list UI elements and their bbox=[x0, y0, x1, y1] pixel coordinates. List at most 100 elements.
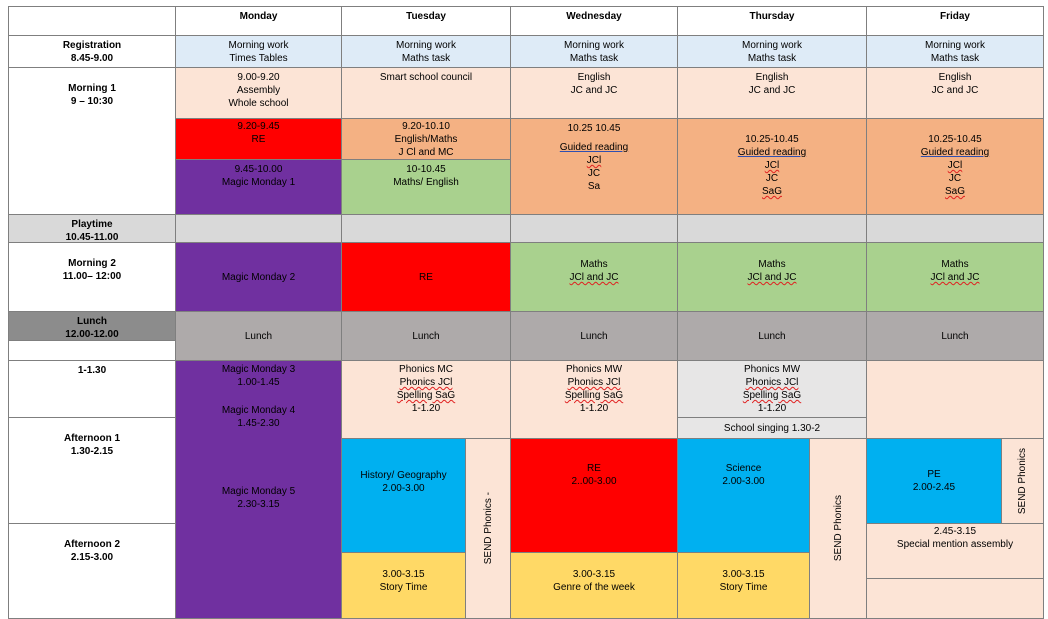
friday-send-phonics: SEND Phonics bbox=[1001, 438, 1044, 524]
friday-final-blank bbox=[866, 578, 1044, 619]
cell-line: 1.00-1.45 bbox=[237, 377, 280, 388]
cell-line: 2.30-3.15 bbox=[237, 499, 280, 510]
cell-line: Phonics JCl bbox=[745, 377, 799, 388]
cell-line: School singing 1.30-2 bbox=[723, 422, 821, 434]
cell-line: SaG bbox=[944, 186, 965, 197]
cell-line: Whole school bbox=[228, 98, 289, 109]
cell-line: JCl bbox=[947, 160, 963, 171]
time-spacer bbox=[8, 340, 176, 361]
cell-line: Maths bbox=[758, 259, 786, 270]
playtime-tuesday bbox=[341, 214, 511, 243]
cell-line: English bbox=[755, 72, 789, 83]
cell-line: JC and JC bbox=[748, 85, 796, 96]
time-afternoon2: Afternoon 2 2.15-3.00 bbox=[8, 523, 176, 619]
cell-line: JC bbox=[765, 173, 779, 184]
day-label: Tuesday bbox=[406, 11, 446, 22]
cell-line: RE bbox=[587, 463, 601, 474]
time-range: 9 – 10:30 bbox=[70, 96, 114, 107]
day-header-thursday: Thursday bbox=[677, 6, 867, 36]
cell-line: SEND Phonics bbox=[1017, 447, 1028, 515]
cell-line: 1-1.20 bbox=[579, 403, 609, 414]
thursday-school-singing: School singing 1.30-2 bbox=[677, 417, 867, 439]
tuesday-history-geography: History/ Geography 2.00-3.00 bbox=[341, 438, 466, 553]
cell-line: English bbox=[577, 72, 611, 83]
cell-line: RE bbox=[251, 134, 266, 145]
cell-line: JCl and JC bbox=[569, 272, 619, 283]
wednesday-maths: Maths JCl and JC bbox=[510, 242, 678, 312]
friday-pe: PE 2.00-2.45 bbox=[866, 438, 1002, 524]
wednesday-phonics: Phonics MW Phonics JCl Spelling SaG 1-1.… bbox=[510, 360, 678, 439]
cell-line: Spelling SaG bbox=[564, 390, 624, 401]
lunch-tuesday: Lunch bbox=[341, 311, 511, 361]
cell-line: Morning work bbox=[924, 40, 986, 51]
cell-line: Phonics JCl bbox=[399, 377, 453, 388]
cell-line: Phonics MW bbox=[565, 364, 623, 375]
tuesday-school-council: Smart school council bbox=[341, 67, 511, 119]
cell-line: 2.45-3.15 bbox=[933, 526, 977, 537]
cell-line: Special mention assembly bbox=[896, 539, 1014, 550]
monday-magic-2: Magic Monday 2 bbox=[175, 242, 342, 312]
cell-line: Maths task bbox=[930, 53, 980, 64]
cell-line: Magic Monday 1 bbox=[221, 177, 296, 188]
playtime-monday bbox=[175, 214, 342, 243]
lunch-wednesday: Lunch bbox=[510, 311, 678, 361]
cell-line: Maths task bbox=[747, 53, 797, 64]
cell-line: Maths bbox=[941, 259, 969, 270]
time-lunch: Lunch 12.00-12.00 bbox=[8, 311, 176, 341]
playtime-wednesday bbox=[510, 214, 678, 243]
cell-line: 9.20-9.45 bbox=[237, 121, 280, 132]
time-label: Registration bbox=[62, 40, 122, 51]
cell-line: Story Time bbox=[719, 582, 768, 593]
time-range: 10.45-11.00 bbox=[65, 232, 119, 243]
cell-line: Genre of the week bbox=[553, 582, 635, 593]
cell-line: 10.25-10.45 bbox=[928, 134, 982, 145]
thursday-maths: Maths JCl and JC bbox=[677, 242, 867, 312]
monday-magic-1: 9.45-10.00 Magic Monday 1 bbox=[175, 159, 342, 215]
time-label: Lunch bbox=[77, 316, 107, 327]
cell-line: JC bbox=[948, 173, 962, 184]
cell-line: Spelling SaG bbox=[396, 390, 456, 401]
lunch-friday: Lunch bbox=[866, 311, 1044, 361]
cell-line: English/Maths bbox=[394, 134, 458, 145]
cell-line: 2.00-3.00 bbox=[722, 476, 765, 487]
lunch-monday: Lunch bbox=[175, 311, 342, 361]
time-label: 1-1.30 bbox=[77, 365, 107, 376]
cell-line: 2.00-3.00 bbox=[382, 483, 425, 494]
cell-line: 2.00-2.45 bbox=[912, 482, 956, 493]
cell-line: JC bbox=[587, 168, 601, 179]
cell-line: Assembly bbox=[236, 85, 281, 96]
corner-cell bbox=[8, 6, 176, 36]
friday-special-mention: 2.45-3.15 Special mention assembly bbox=[866, 523, 1044, 579]
day-header-friday: Friday bbox=[866, 6, 1044, 36]
lunch-thursday: Lunch bbox=[677, 311, 867, 361]
monday-assembly: 9.00-9.20 Assembly Whole school bbox=[175, 67, 342, 119]
cell-line: Sa bbox=[587, 181, 601, 192]
tuesday-english-maths: 9.20-10.10 English/Maths J Cl and MC bbox=[341, 118, 511, 160]
thursday-english: English JC and JC bbox=[677, 67, 867, 119]
registration-friday: Morning work Maths task bbox=[866, 35, 1044, 68]
cell-line: JC and JC bbox=[931, 85, 979, 96]
cell-line: Magic Monday 5 bbox=[221, 486, 296, 497]
time-range: 11.00– 12:00 bbox=[62, 271, 122, 282]
day-label: Monday bbox=[239, 11, 278, 22]
cell-line: JCl bbox=[586, 155, 602, 166]
cell-line: Smart school council bbox=[379, 72, 473, 83]
cell-line: Guided reading bbox=[559, 142, 629, 153]
day-header-wednesday: Wednesday bbox=[510, 6, 678, 36]
cell-line: SEND Phonics - bbox=[482, 492, 494, 565]
cell-line: 3.00-3.15 bbox=[722, 569, 765, 580]
thursday-guided-reading: 10.25-10.45 Guided reading JCl JC SaG bbox=[677, 118, 867, 215]
cell-line: Lunch bbox=[244, 330, 273, 342]
tuesday-story-time: 3.00-3.15 Story Time bbox=[341, 552, 466, 619]
cell-line: Lunch bbox=[941, 330, 969, 342]
cell-line: Lunch bbox=[758, 330, 786, 342]
cell-line: 3.00-3.15 bbox=[382, 569, 425, 580]
registration-wednesday: Morning work Maths task bbox=[510, 35, 678, 68]
time-1-1-30: 1-1.30 bbox=[8, 360, 176, 418]
playtime-thursday bbox=[677, 214, 867, 243]
time-label: Afternoon 1 bbox=[63, 433, 121, 444]
tuesday-send-phonics: SEND Phonics - bbox=[465, 438, 511, 619]
day-header-tuesday: Tuesday bbox=[341, 6, 511, 36]
cell-line: JCl bbox=[764, 160, 780, 171]
cell-line: JCl and JC bbox=[930, 272, 980, 283]
